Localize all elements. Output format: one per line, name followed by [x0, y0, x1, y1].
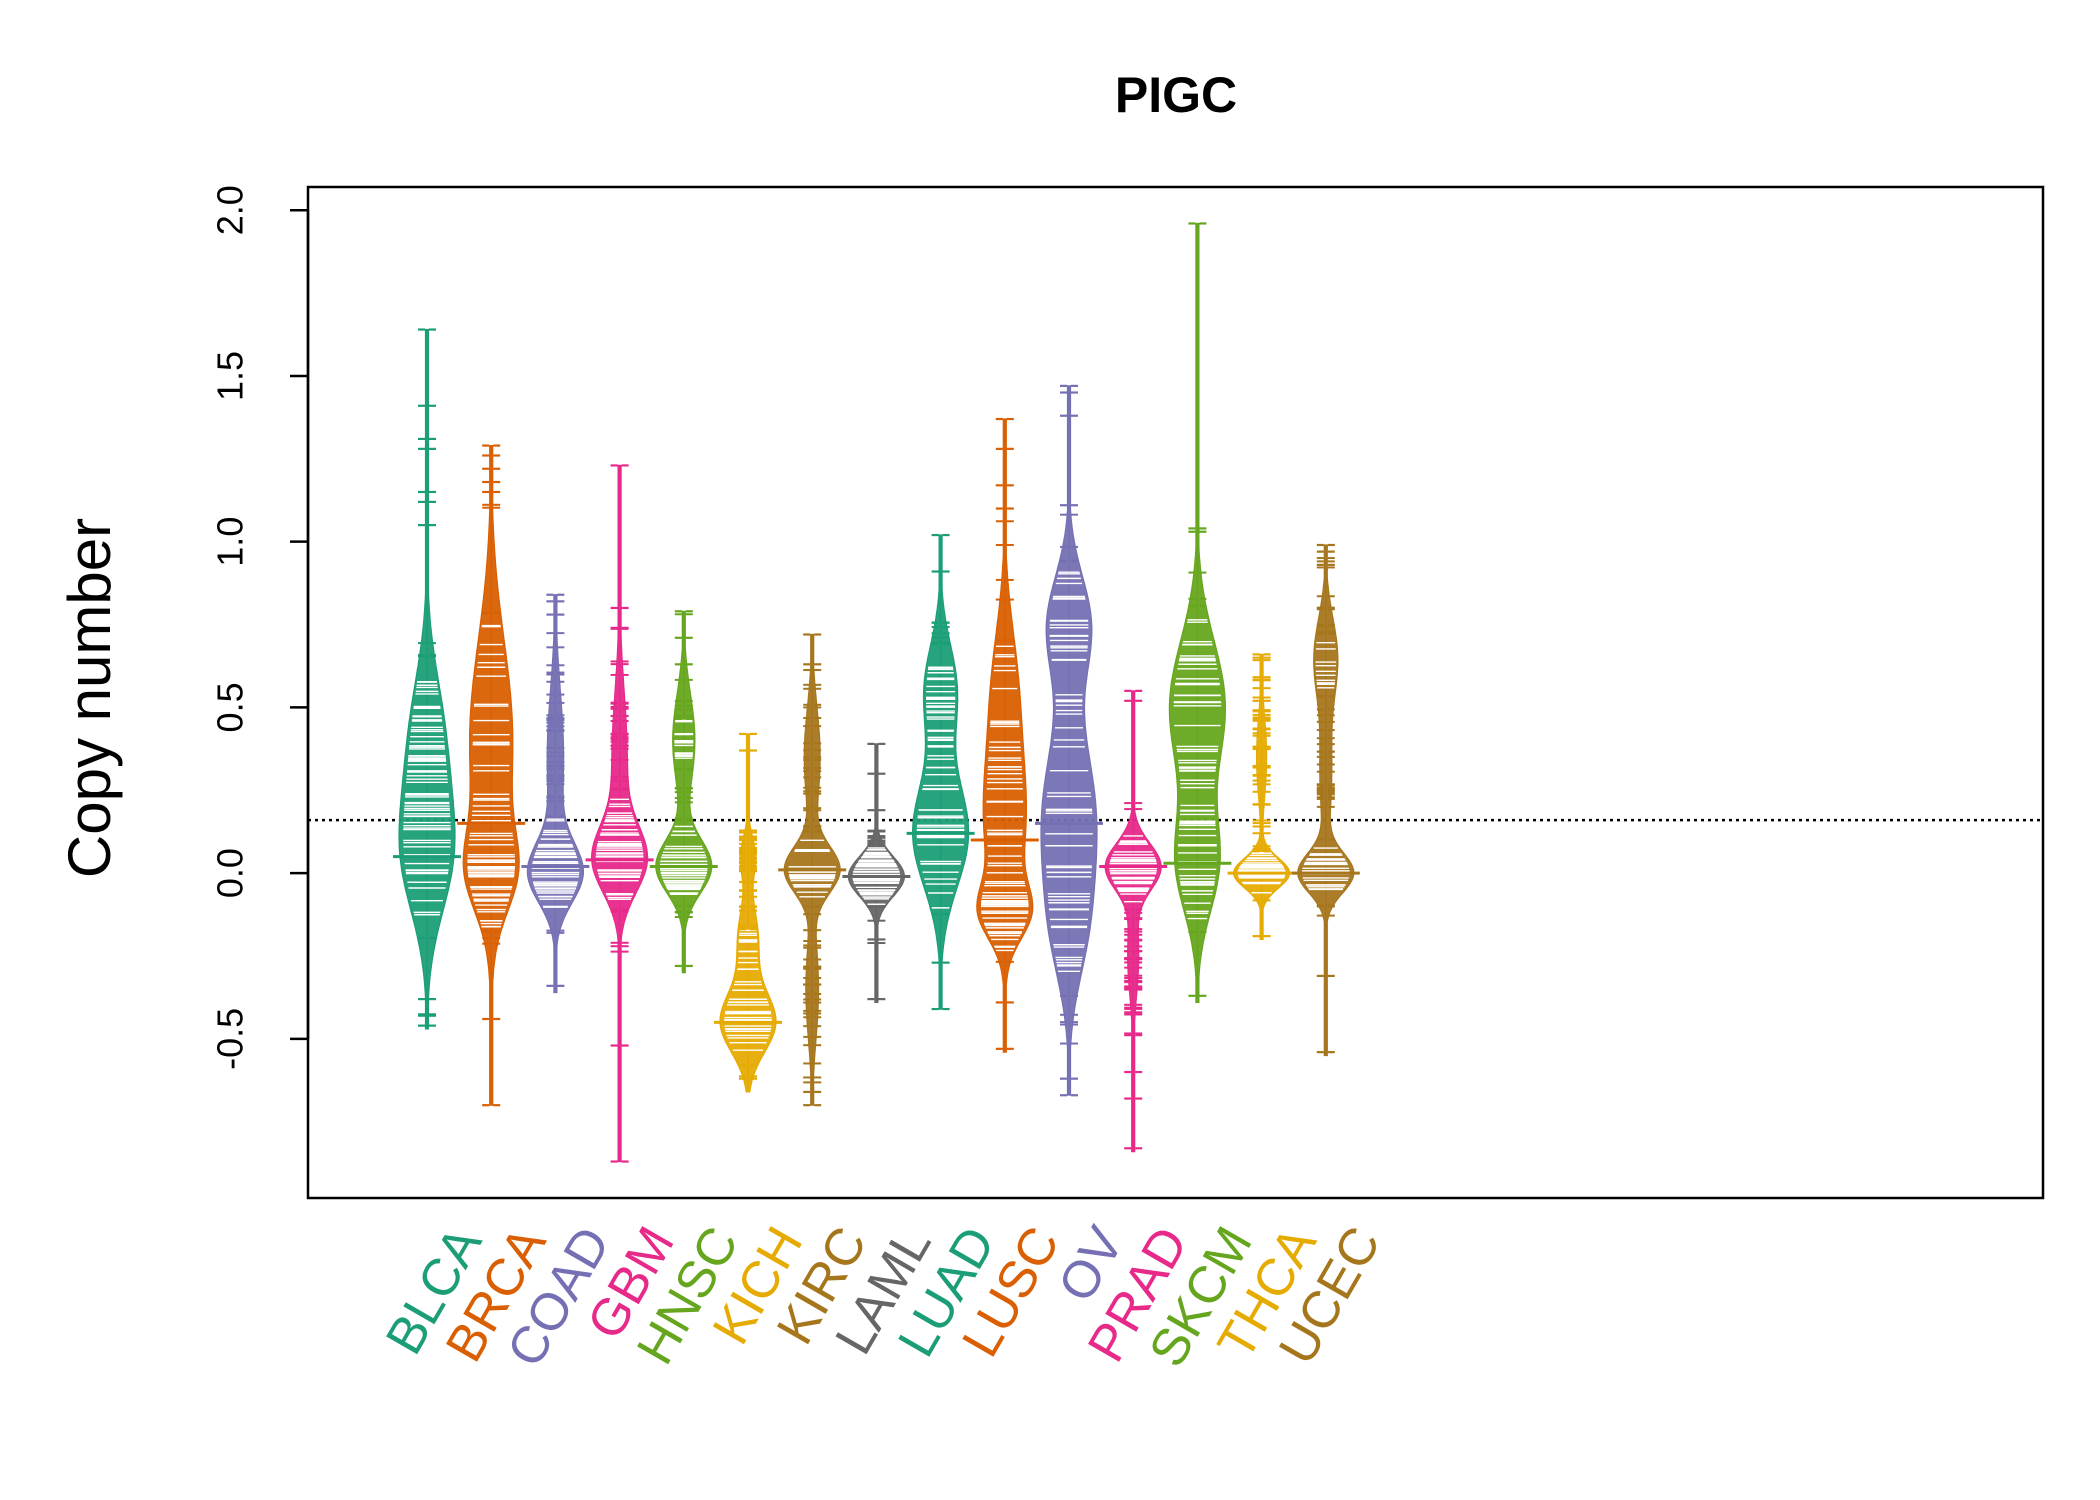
plot-area: [308, 222, 2043, 1163]
bean-skcm: [1163, 222, 1232, 1003]
x-axis: BLCABRCACOADGBMHNSCKICHKIRCLAMLLUADLUSCO…: [375, 1217, 1392, 1376]
bean-prad: [1099, 689, 1168, 1153]
bean-ov: [1035, 384, 1103, 1097]
bean-kirc: [778, 633, 847, 1107]
y-tick-label: 0.5: [210, 682, 251, 732]
chart-title: PIGC: [1115, 67, 1237, 123]
bean-brca: [457, 444, 526, 1107]
y-tick-label: 0.0: [210, 848, 251, 898]
bean-coad: [521, 593, 590, 994]
bean-ucec: [1291, 543, 1360, 1057]
bean-luad: [906, 533, 975, 1011]
y-tick-label: 2.0: [210, 185, 251, 235]
y-axis-label: Copy number: [56, 518, 123, 878]
bean-kich: [714, 732, 782, 1093]
bean-hnsc: [649, 610, 718, 974]
bean-lusc: [970, 417, 1039, 1053]
y-tick-label: -0.5: [210, 1008, 251, 1070]
bean-blca: [393, 328, 461, 1030]
bean-laml: [842, 742, 911, 1003]
y-tick-label: 1.5: [210, 351, 251, 401]
bean-gbm: [585, 464, 654, 1163]
bean-thca: [1227, 653, 1296, 940]
y-axis: -0.5 0.0 0.5 1.0 1.5 2.0: [210, 185, 310, 1070]
y-tick-label: 1.0: [210, 517, 251, 567]
